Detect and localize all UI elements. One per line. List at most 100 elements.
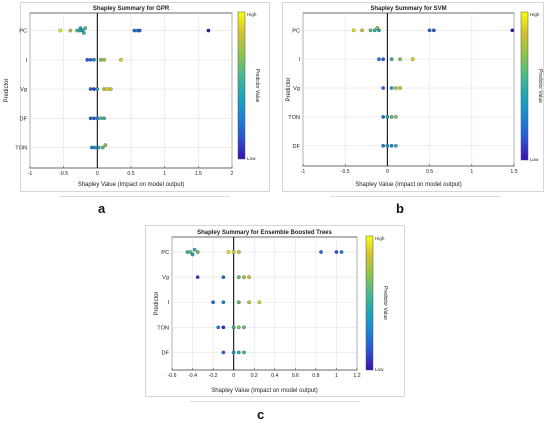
separator-a: [60, 196, 230, 197]
tick-label-x-p2: 0.8: [312, 373, 319, 379]
point-p0-19: [92, 87, 96, 91]
colorbar-title-p2: Predictor Value: [382, 286, 388, 320]
tick-label-x-p0: 2: [231, 171, 234, 177]
point-p0-33: [103, 143, 108, 147]
point-p0-10: [137, 28, 142, 33]
point-p1-35: [360, 28, 364, 33]
category-label-p0: I: [25, 58, 27, 64]
category-label-p2: TON: [157, 325, 169, 331]
x-axis-label-p2: Shapley Value (Impact on model output): [211, 388, 318, 394]
tick-label-x-p0: -1: [28, 171, 33, 177]
point-p1-47: [410, 57, 415, 62]
x-axis-label-p0: Shapley Value (Impact on model output): [78, 182, 185, 188]
point-p0-26: [95, 116, 100, 121]
colorbar-p2: [365, 235, 374, 371]
chart-title-p0: Shapley Summary for GPR: [93, 6, 170, 12]
point-p0-18: [88, 87, 93, 91]
point-p2-82: [221, 325, 226, 330]
category-label-p0: TON: [15, 146, 27, 152]
point-p0-30: [93, 145, 98, 150]
colorbar-p1: [520, 11, 529, 161]
tick-label-x-p2: 0.2: [251, 373, 258, 379]
point-p2-64: [190, 252, 195, 257]
point-p0-23: [108, 87, 113, 91]
point-p0-22: [105, 87, 110, 91]
colorbar-title-p1: Predictor Value: [537, 69, 543, 103]
point-p1-42: [510, 28, 515, 33]
point-p2-81: [216, 325, 221, 330]
point-p2-61: [188, 250, 193, 254]
point-p1-52: [381, 115, 386, 119]
point-p2-65: [226, 250, 231, 254]
point-p2-86: [221, 350, 226, 355]
point-p1-34: [351, 28, 356, 33]
point-p2-88: [236, 350, 241, 355]
point-p2-71: [195, 275, 200, 279]
tick-label-x-p1: 0.5: [426, 169, 433, 175]
plot-area-p2: [171, 236, 358, 371]
point-p1-36: [368, 28, 373, 33]
point-p2-66: [231, 250, 236, 254]
chart-title-p2: Shapley Summary for Ensemble Boosted Tre…: [197, 230, 332, 236]
point-p2-69: [334, 250, 339, 254]
point-p0-29: [90, 145, 94, 150]
point-p2-89: [242, 350, 246, 355]
tick-label-x-p1: 1.5: [510, 169, 517, 175]
tick-label-x-p1: -1: [301, 169, 306, 175]
point-p1-54: [389, 115, 394, 119]
tick-label-x-p2: 0.6: [292, 373, 299, 379]
category-label-p1: Vg: [293, 86, 300, 92]
tick-label-x-p0: 1: [163, 171, 166, 177]
point-p0-6: [78, 26, 83, 30]
point-p0-17: [119, 57, 123, 62]
point-p2-85: [242, 325, 246, 330]
tick-label-x-p1: -0.5: [341, 169, 350, 175]
point-p1-45: [389, 57, 394, 62]
point-p0-13: [88, 57, 93, 62]
tick-label-x-p2: 1.2: [353, 373, 360, 379]
point-p2-87: [231, 350, 236, 355]
y-axis-label-p0: Predictor: [4, 78, 10, 102]
panel-label-c: c: [257, 407, 265, 422]
category-label-p1: TON: [288, 115, 300, 121]
category-label-p2: PC: [161, 250, 169, 256]
chart-title-p1: Shapley Summary for SVM: [370, 6, 446, 12]
colorbar-low-label-p1: Low: [530, 157, 539, 162]
tick-label-x-p2: 0: [232, 373, 235, 379]
colorbar-p0: [237, 11, 246, 160]
point-p1-44: [381, 57, 386, 62]
point-p2-63: [195, 250, 200, 254]
point-p1-40: [427, 28, 432, 33]
point-p1-58: [389, 143, 394, 148]
point-p1-39: [375, 26, 380, 30]
point-p0-21: [102, 87, 106, 91]
category-label-p2: Vg: [162, 275, 169, 281]
point-p0-5: [83, 26, 88, 30]
category-label-p1: I: [298, 57, 300, 63]
panel-label-b: b: [396, 201, 404, 216]
point-p1-46: [398, 57, 402, 62]
category-label-p1: DF: [293, 144, 301, 150]
point-p2-72: [221, 275, 226, 279]
point-p1-53: [385, 115, 390, 119]
point-p2-73: [236, 275, 241, 279]
point-p2-77: [221, 300, 226, 305]
tick-label-x-p0: 0: [96, 171, 99, 177]
point-p0-11: [206, 28, 211, 33]
point-p2-70: [339, 250, 344, 254]
point-p2-80: [257, 300, 262, 305]
colorbar-high-label-p2: High: [375, 236, 385, 241]
colorbar-low-label-p0: Low: [247, 156, 256, 161]
point-p1-55: [394, 115, 398, 119]
y-axis-label-p1: Predictor: [286, 77, 292, 101]
tick-label-x-p2: -0.2: [209, 373, 218, 379]
point-p2-76: [211, 300, 215, 305]
colorbar-high-label-p1: High: [530, 12, 540, 17]
category-label-p0: DF: [20, 116, 28, 122]
point-p1-37: [372, 28, 377, 33]
point-p0-7: [82, 31, 86, 35]
category-label-p0: PC: [19, 29, 27, 35]
point-p0-16: [102, 57, 106, 62]
tick-label-x-p1: 0: [386, 169, 389, 175]
point-p2-68: [319, 250, 323, 254]
